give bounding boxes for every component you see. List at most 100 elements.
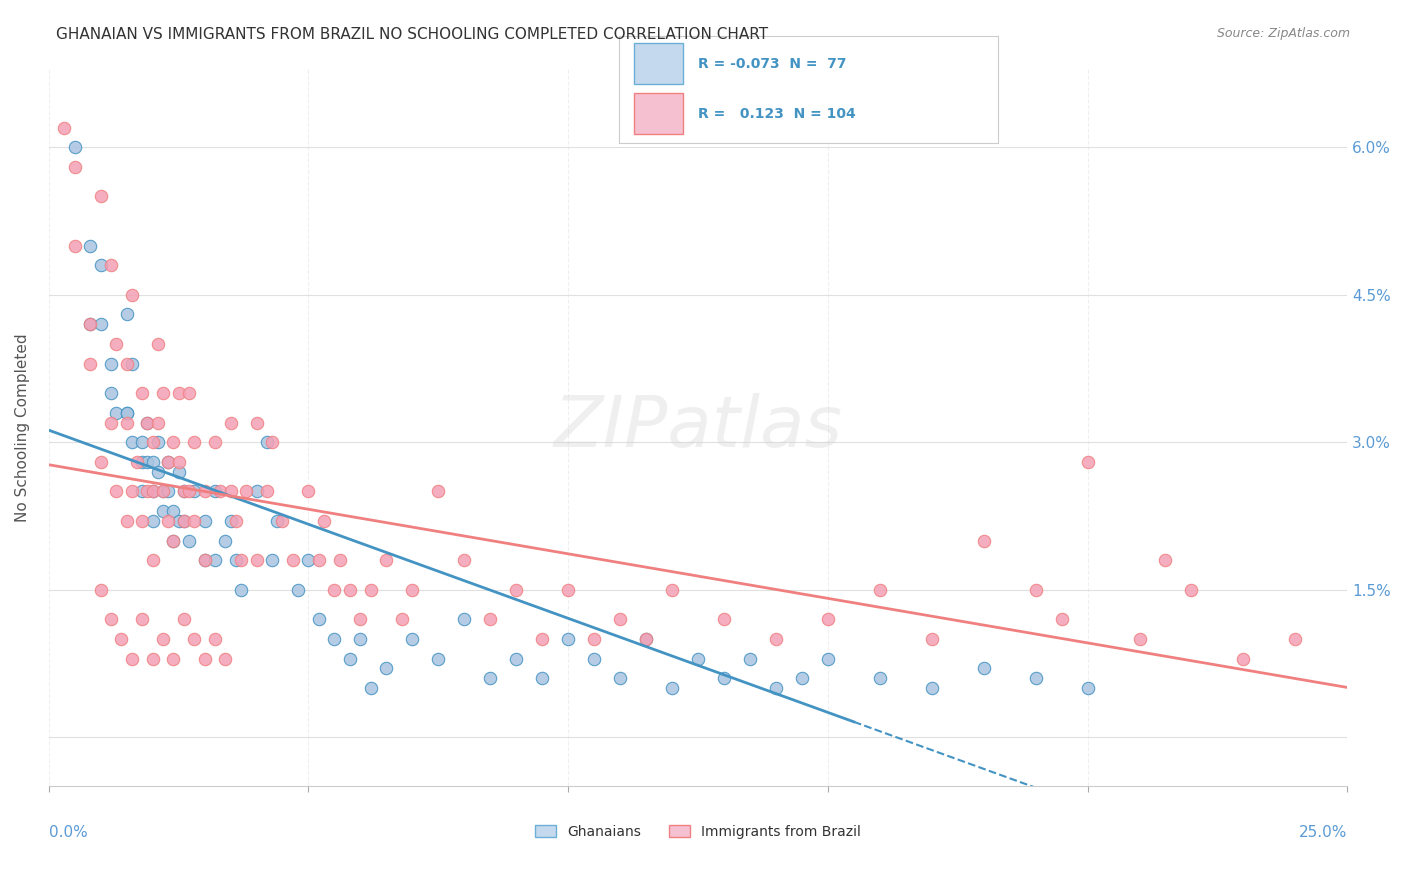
Point [177,386,200,401]
Point [817,651,839,665]
Point [636,632,658,646]
Point [453,612,475,626]
Point [90,189,112,203]
Point [121,484,143,499]
Point [100,612,122,626]
Point [157,455,180,469]
Point [219,416,242,430]
Point [105,337,128,351]
Point [256,435,278,450]
Point [323,582,346,597]
Point [817,612,839,626]
Point [79,317,101,331]
Point [193,553,215,567]
Text: R = -0.073  N =  77: R = -0.073 N = 77 [699,56,846,70]
Point [973,533,995,548]
Point [105,484,128,499]
Point [183,632,205,646]
Point [173,484,195,499]
Point [1128,632,1150,646]
Point [245,484,267,499]
Point [183,435,205,450]
Point [79,357,101,371]
Point [115,406,138,420]
Point [531,632,554,646]
Point [453,553,475,567]
Point [79,238,101,252]
Point [193,553,215,567]
Point [173,612,195,626]
Point [869,671,891,685]
Point [686,651,709,665]
Point [183,484,205,499]
Point [204,553,226,567]
Point [121,651,143,665]
Point [136,484,159,499]
Point [360,681,382,695]
Point [869,582,891,597]
Text: R =   0.123  N = 104: R = 0.123 N = 104 [699,107,856,120]
Point [63,140,86,154]
Point [63,160,86,174]
Point [245,553,267,567]
Point [297,484,319,499]
Point [131,612,153,626]
Point [100,357,122,371]
Point [214,651,236,665]
Point [557,632,579,646]
Text: 0.0%: 0.0% [49,825,87,840]
Point [125,455,148,469]
Point [1050,612,1073,626]
Point [152,632,174,646]
Point [790,671,813,685]
Point [146,465,169,479]
Point [229,553,252,567]
Text: 25.0%: 25.0% [1299,825,1347,840]
Point [204,632,226,646]
Point [136,455,159,469]
Point [1025,671,1047,685]
Point [136,416,159,430]
Point [131,484,153,499]
Point [505,651,527,665]
Point [308,612,330,626]
Point [765,681,787,695]
Point [115,307,138,321]
Point [973,661,995,675]
Point [661,582,683,597]
Point [121,435,143,450]
Point [110,632,132,646]
Point [636,632,658,646]
Point [131,386,153,401]
Point [266,514,288,528]
Point [167,514,190,528]
Point [287,582,309,597]
Point [262,435,284,450]
Point [90,455,112,469]
Point [131,514,153,528]
Point [401,632,423,646]
Point [146,435,169,450]
Text: Source: ZipAtlas.com: Source: ZipAtlas.com [1216,27,1350,40]
Point [713,612,735,626]
Point [391,612,413,626]
Point [157,455,180,469]
Point [142,514,165,528]
Point [90,317,112,331]
Point [1284,632,1306,646]
Point [609,612,631,626]
Point [219,514,242,528]
Point [225,553,247,567]
Point [204,435,226,450]
Point [235,484,257,499]
Point [90,582,112,597]
Point [1077,681,1099,695]
Point [105,406,128,420]
Point [583,632,606,646]
Text: ZIPatlas: ZIPatlas [554,393,842,462]
Point [308,553,330,567]
Point [339,651,361,665]
Point [1180,582,1202,597]
Point [100,258,122,272]
Point [146,416,169,430]
